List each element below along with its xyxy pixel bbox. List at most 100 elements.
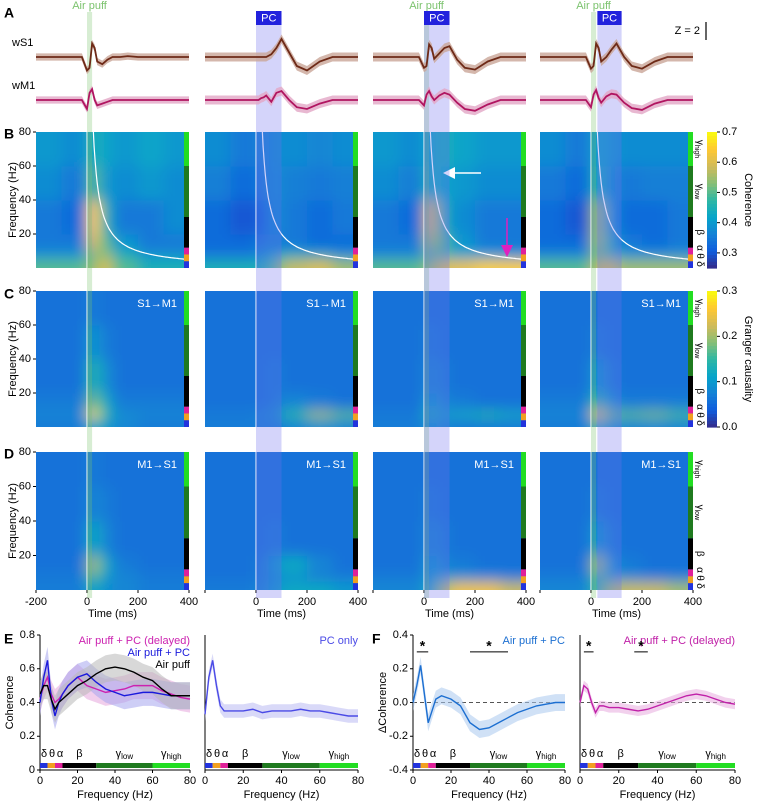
heatmap-cell <box>436 359 450 394</box>
heatmap-cell <box>281 572 308 582</box>
heatmap-cell <box>61 572 88 582</box>
heatmap-cell <box>449 572 476 582</box>
colorbar-step <box>707 162 717 167</box>
band-name: γ <box>658 748 664 760</box>
heatmap-cell <box>205 393 231 411</box>
heatmap-cell <box>307 452 333 487</box>
heatmap-cell <box>268 234 282 252</box>
band-strip <box>688 486 693 539</box>
heatmap-cell <box>398 166 425 201</box>
heatmap-cell <box>138 521 164 556</box>
heatmap-cell <box>540 234 566 252</box>
heatmap-cell <box>603 291 617 326</box>
colorbar-step <box>707 325 717 329</box>
heatmap-cell <box>36 418 62 427</box>
colorbar-tick-label: 0.2 <box>722 330 737 342</box>
y-tick-label: 80 <box>19 446 31 458</box>
heatmap-cell <box>36 234 62 252</box>
heatmap-cell <box>163 393 189 411</box>
heatmap-cell <box>61 359 88 394</box>
heatmap-cell <box>138 418 164 427</box>
heatmap-cell <box>591 234 605 252</box>
heatmap-cell <box>616 410 643 419</box>
band-label: γlow <box>693 343 705 359</box>
band-label: γhigh <box>536 748 557 761</box>
heatmap-cell <box>475 418 501 427</box>
error-band <box>373 86 526 116</box>
band-name: β <box>450 748 456 760</box>
heatmap-cell <box>424 200 438 235</box>
heatmap-cell <box>205 166 231 201</box>
band-strip <box>688 420 693 427</box>
heatmap-cells <box>205 132 358 268</box>
band-name: α <box>694 245 705 251</box>
heatmap-cell <box>87 132 101 167</box>
heatmap-cell <box>112 291 139 326</box>
y-tick-label: 20 <box>19 228 31 240</box>
heatmap-cell <box>281 410 308 419</box>
heatmap-cell <box>616 418 643 427</box>
heatmap-cell <box>138 259 164 268</box>
band-strip <box>521 538 526 570</box>
heatmap-cell <box>163 234 189 252</box>
trace <box>205 89 358 110</box>
heatmap-cell <box>373 418 399 427</box>
heatmap-cell <box>591 132 605 167</box>
colorbar-step <box>707 410 717 414</box>
heatmap-cell <box>616 572 643 582</box>
heatmap-cell <box>449 325 476 360</box>
x-tick-label: 40 <box>109 775 121 787</box>
error-band <box>540 39 693 74</box>
heatmap-cell <box>61 234 88 252</box>
heatmap-cell <box>424 234 438 252</box>
colorbar-step <box>707 331 717 336</box>
heatmap-cell <box>667 581 693 590</box>
heatmap-cell <box>87 452 101 487</box>
heatmap-cell <box>603 234 617 252</box>
heatmap-cell <box>307 572 333 582</box>
band-strip <box>688 538 693 570</box>
x-tick-label: -200 <box>25 596 47 608</box>
heatmap-cell <box>163 259 189 268</box>
heatmap-cells <box>36 132 189 268</box>
band-strip <box>184 376 189 407</box>
heatmap-cell <box>565 581 592 590</box>
heatmap-cell <box>268 359 282 394</box>
colorbar-step <box>707 240 717 245</box>
y-tick-label: 80 <box>19 126 31 138</box>
heatmap-cell <box>61 452 88 487</box>
band-label: β <box>694 388 705 394</box>
panel-title: S1→M1 <box>474 298 514 310</box>
heatmap-cell <box>268 572 282 582</box>
band-label: θ <box>694 253 705 259</box>
y-axis-label: Frequency (Hz) <box>7 162 19 238</box>
band-strip <box>184 538 189 570</box>
line <box>39 660 190 717</box>
heatmap-cell <box>61 581 88 590</box>
heatmap-cell <box>307 581 333 590</box>
error-band <box>373 39 526 75</box>
heatmap-cell <box>449 581 476 590</box>
heatmap-cell <box>603 555 617 574</box>
line <box>579 684 736 715</box>
band-name: α <box>57 748 64 760</box>
band-strip <box>420 763 429 768</box>
heatmap-cell <box>591 486 605 522</box>
heatmap-cell <box>424 291 438 326</box>
band-name: δ <box>41 748 47 760</box>
heatmap-cell <box>87 572 101 582</box>
band-strip <box>353 420 358 427</box>
heatmap-cell <box>424 555 438 574</box>
heatmap-cell <box>540 359 566 394</box>
error-band <box>540 85 693 115</box>
heatmap-cell <box>540 486 566 522</box>
band-label: θ <box>694 575 705 581</box>
band-sub: high <box>711 752 726 761</box>
panel-label: F <box>372 631 381 647</box>
band-name: γ <box>536 748 542 760</box>
band-strip <box>152 763 190 768</box>
stimulus-window <box>256 12 282 598</box>
heatmap-cell <box>256 234 270 252</box>
colorbar-step <box>707 159 717 164</box>
heatmap-cell <box>61 259 88 268</box>
